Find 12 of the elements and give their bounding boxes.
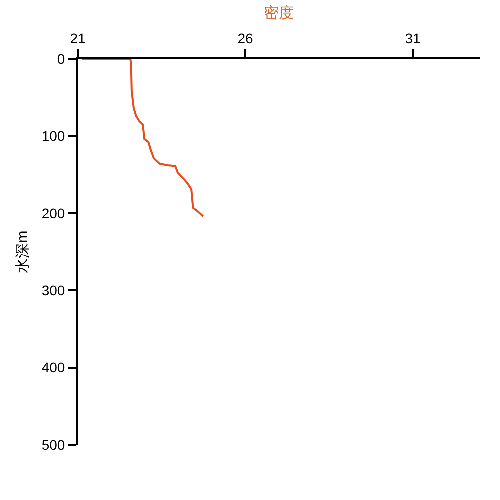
- x-tick-label: 21: [70, 30, 86, 46]
- y-tick-label: 100: [42, 128, 66, 144]
- x-axis-title: 密度: [264, 5, 294, 22]
- y-tick-label: 200: [42, 205, 66, 222]
- y-tick-label: 400: [42, 360, 66, 376]
- y-axis-title: 水深m: [14, 230, 32, 274]
- y-tick-label: 500: [42, 436, 66, 453]
- y-tick-label: 300: [42, 282, 66, 298]
- x-tick-label: 31: [405, 30, 421, 46]
- line-series: [81, 59, 204, 218]
- x-tick-label: 26: [238, 30, 254, 46]
- y-tick-label: 0: [57, 50, 66, 67]
